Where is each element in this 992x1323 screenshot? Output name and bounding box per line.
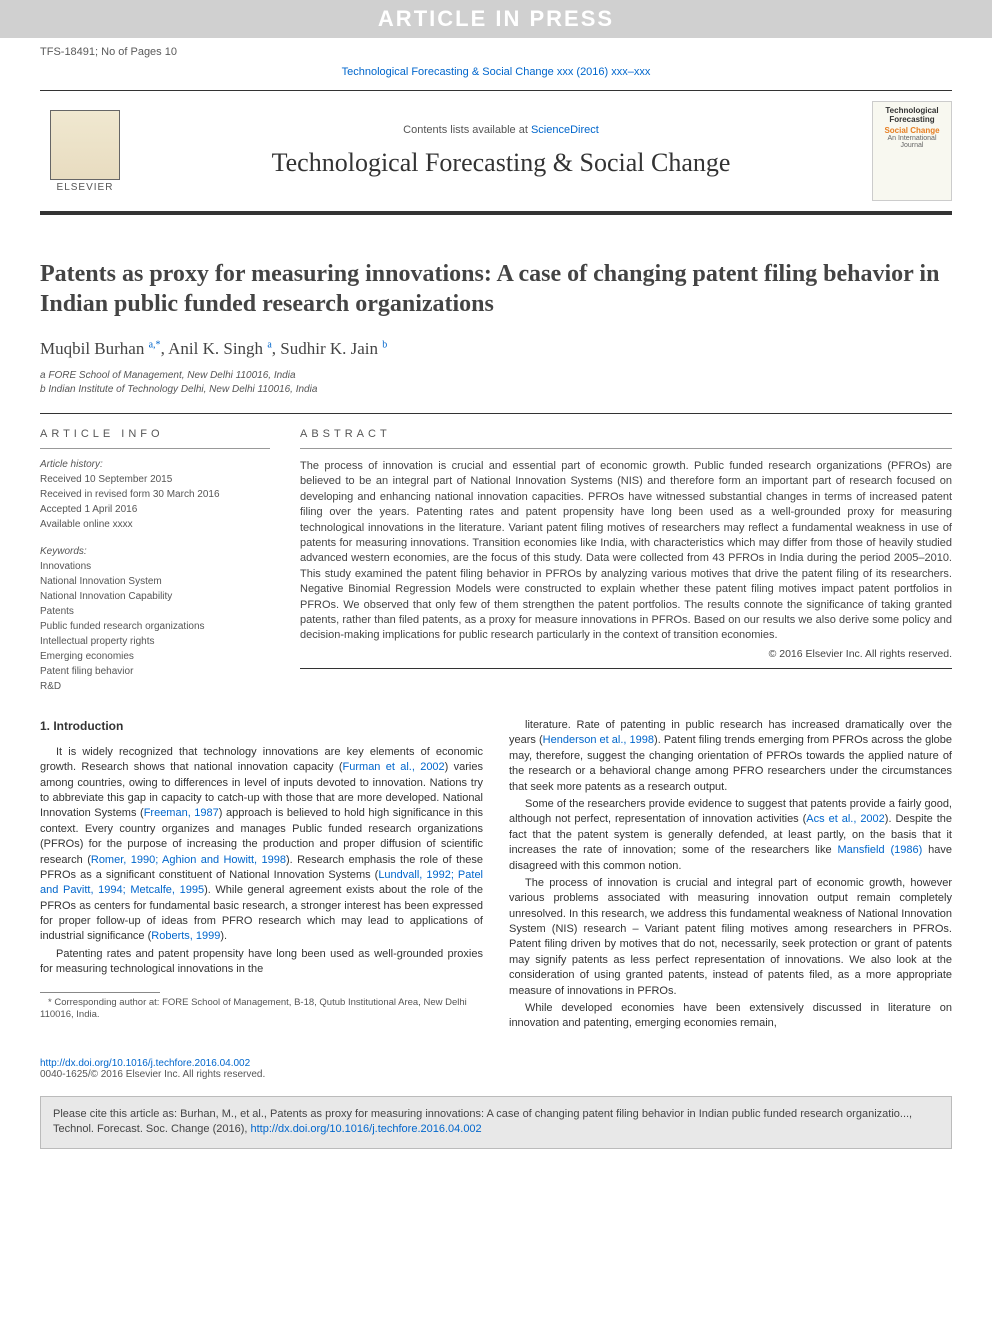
- intro-p2: Patenting rates and patent propensity ha…: [40, 947, 483, 978]
- contents-line: Contents lists available at ScienceDirec…: [146, 124, 856, 136]
- article-in-press-banner: ARTICLE IN PRESS: [0, 0, 992, 38]
- footnote-rule: [40, 992, 160, 993]
- journal-reference: Technological Forecasting & Social Chang…: [0, 62, 992, 82]
- cite-furman[interactable]: Furman et al., 2002: [343, 761, 445, 773]
- cover-line1: Technological: [885, 106, 938, 115]
- cite-mansfield[interactable]: Mansfield (1986): [837, 844, 922, 856]
- affiliation-b: b Indian Institute of Technology Delhi, …: [40, 383, 952, 397]
- masthead-center: Contents lists available at ScienceDirec…: [146, 124, 856, 178]
- masthead: ELSEVIER Contents lists available at Sci…: [40, 90, 952, 215]
- right-p4: While developed economies have been exte…: [509, 1001, 952, 1032]
- abstract-text: The process of innovation is crucial and…: [300, 459, 952, 644]
- header-meta: TFS-18491; No of Pages 10: [0, 38, 992, 62]
- affiliation-a: a FORE School of Management, New Delhi 1…: [40, 369, 952, 383]
- article-title: Patents as proxy for measuring innovatio…: [0, 223, 992, 327]
- keyword: Intellectual property rights: [40, 634, 270, 649]
- doi-block: http://dx.doi.org/10.1016/j.techfore.201…: [0, 1044, 992, 1088]
- affiliations: a FORE School of Management, New Delhi 1…: [0, 363, 992, 407]
- cover-line4: An International Journal: [877, 135, 947, 149]
- journal-cover-thumb: Technological Forecasting Social Change …: [872, 101, 952, 201]
- keyword: National Innovation System: [40, 574, 270, 589]
- intro-p1: It is widely recognized that technology …: [40, 745, 483, 945]
- cite-roberts[interactable]: Roberts, 1999: [151, 930, 220, 942]
- issn-copyright: 0040-1625/© 2016 Elsevier Inc. All right…: [40, 1069, 265, 1080]
- right-column: literature. Rate of patenting in public …: [509, 718, 952, 1034]
- right-p1: literature. Rate of patenting in public …: [509, 718, 952, 795]
- keywords-label: Keywords:: [40, 546, 270, 557]
- history-item: Available online xxxx: [40, 517, 270, 532]
- doi-link[interactable]: http://dx.doi.org/10.1016/j.techfore.201…: [40, 1058, 250, 1069]
- keyword: Innovations: [40, 559, 270, 574]
- journal-name: Technological Forecasting & Social Chang…: [146, 148, 856, 178]
- history-item: Accepted 1 April 2016: [40, 502, 270, 517]
- cite-henderson[interactable]: Henderson et al., 1998: [543, 734, 654, 746]
- manuscript-id: TFS-18491; No of Pages 10: [40, 46, 177, 58]
- keyword: Public funded research organizations: [40, 619, 270, 634]
- citation-box: Please cite this article as: Burhan, M.,…: [40, 1096, 952, 1149]
- keyword: Emerging economies: [40, 649, 270, 664]
- keyword: National Innovation Capability: [40, 589, 270, 604]
- keyword: Patent filing behavior: [40, 664, 270, 679]
- sciencedirect-link[interactable]: ScienceDirect: [531, 124, 599, 136]
- keyword-list: Innovations National Innovation System N…: [40, 559, 270, 694]
- abstract-heading: ABSTRACT: [300, 428, 952, 449]
- elsevier-label: ELSEVIER: [57, 182, 114, 193]
- contents-prefix: Contents lists available at: [403, 124, 531, 136]
- journal-ref-link[interactable]: Technological Forecasting & Social Chang…: [342, 66, 651, 78]
- history-label: Article history:: [40, 459, 270, 470]
- cite-freeman[interactable]: Freeman, 1987: [144, 807, 219, 819]
- elsevier-logo: ELSEVIER: [40, 101, 130, 201]
- keyword: Patents: [40, 604, 270, 619]
- corresponding-author-footnote: * Corresponding author at: FORE School o…: [40, 997, 483, 1022]
- citebox-text: Please cite this article as: Burhan, M.,…: [53, 1108, 912, 1135]
- right-p3: The process of innovation is crucial and…: [509, 876, 952, 999]
- info-abstract-row: ARTICLE INFO Article history: Received 1…: [40, 413, 952, 694]
- history-list: Received 10 September 2015 Received in r…: [40, 472, 270, 532]
- elsevier-tree-icon: [50, 110, 120, 180]
- article-info-heading: ARTICLE INFO: [40, 428, 270, 449]
- left-column: 1. Introduction It is widely recognized …: [40, 718, 483, 1034]
- cite-acs[interactable]: Acs et al., 2002: [806, 813, 885, 825]
- article-info: ARTICLE INFO Article history: Received 1…: [40, 414, 270, 694]
- history-item: Received in revised form 30 March 2016: [40, 487, 270, 502]
- cite-romer[interactable]: Romer, 1990; Aghion and Howitt, 1998: [91, 854, 286, 866]
- cover-line2: Forecasting: [889, 115, 934, 124]
- citebox-doi-link[interactable]: http://dx.doi.org/10.1016/j.techfore.201…: [251, 1123, 482, 1135]
- right-p2: Some of the researchers provide evidence…: [509, 797, 952, 874]
- body-columns: 1. Introduction It is widely recognized …: [0, 694, 992, 1044]
- keyword: R&D: [40, 679, 270, 694]
- copyright-line: © 2016 Elsevier Inc. All rights reserved…: [300, 648, 952, 669]
- abstract-column: ABSTRACT The process of innovation is cr…: [300, 414, 952, 694]
- intro-heading: 1. Introduction: [40, 718, 483, 735]
- authors: Muqbil Burhan a,*, Anil K. Singh a, Sudh…: [0, 327, 992, 363]
- cover-line3: Social Change: [884, 126, 939, 135]
- history-item: Received 10 September 2015: [40, 472, 270, 487]
- press-banner-text: ARTICLE IN PRESS: [378, 6, 614, 32]
